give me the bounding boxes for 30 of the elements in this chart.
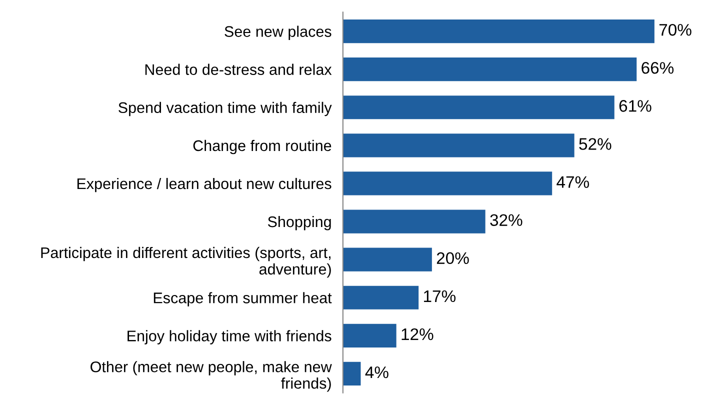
y-tick-label: Shopping — [268, 216, 331, 230]
bar — [342, 134, 574, 158]
data-label: 52% — [579, 138, 612, 150]
bar — [342, 19, 654, 44]
y-tick-label: Participate in different activities (sports, art, adventure) — [41, 246, 331, 278]
y-tick-label: Spend vacation time with family — [118, 102, 332, 116]
data-label: 66% — [642, 62, 674, 74]
data-label: 17% — [424, 290, 456, 302]
bar — [342, 362, 361, 386]
bar — [342, 324, 396, 348]
data-label: 4% — [365, 366, 388, 378]
data-label: 47% — [556, 176, 590, 188]
bar — [342, 58, 637, 82]
data-label: 12% — [402, 328, 434, 340]
bar — [342, 210, 486, 234]
y-tick-label: Need to de-stress and relax — [145, 64, 332, 76]
bar — [342, 172, 552, 196]
y-tick-label: Change from routine — [193, 140, 332, 154]
y-tick-label: See new places — [224, 26, 332, 40]
bar — [342, 96, 614, 120]
y-tick-label: Experience / learn about new cultures — [77, 178, 332, 192]
y-tick-label: Escape from summer heat — [154, 292, 332, 306]
data-label: 20% — [436, 252, 469, 264]
bar — [342, 286, 419, 310]
bar — [342, 248, 432, 272]
y-tick-label: Enjoy holiday time with friends — [128, 330, 332, 344]
data-label: 70% — [659, 24, 692, 36]
data-label: 61% — [619, 100, 652, 112]
y-tick-label: Other (meet new people, make new friends) — [90, 361, 332, 392]
data-label: 32% — [490, 214, 522, 226]
